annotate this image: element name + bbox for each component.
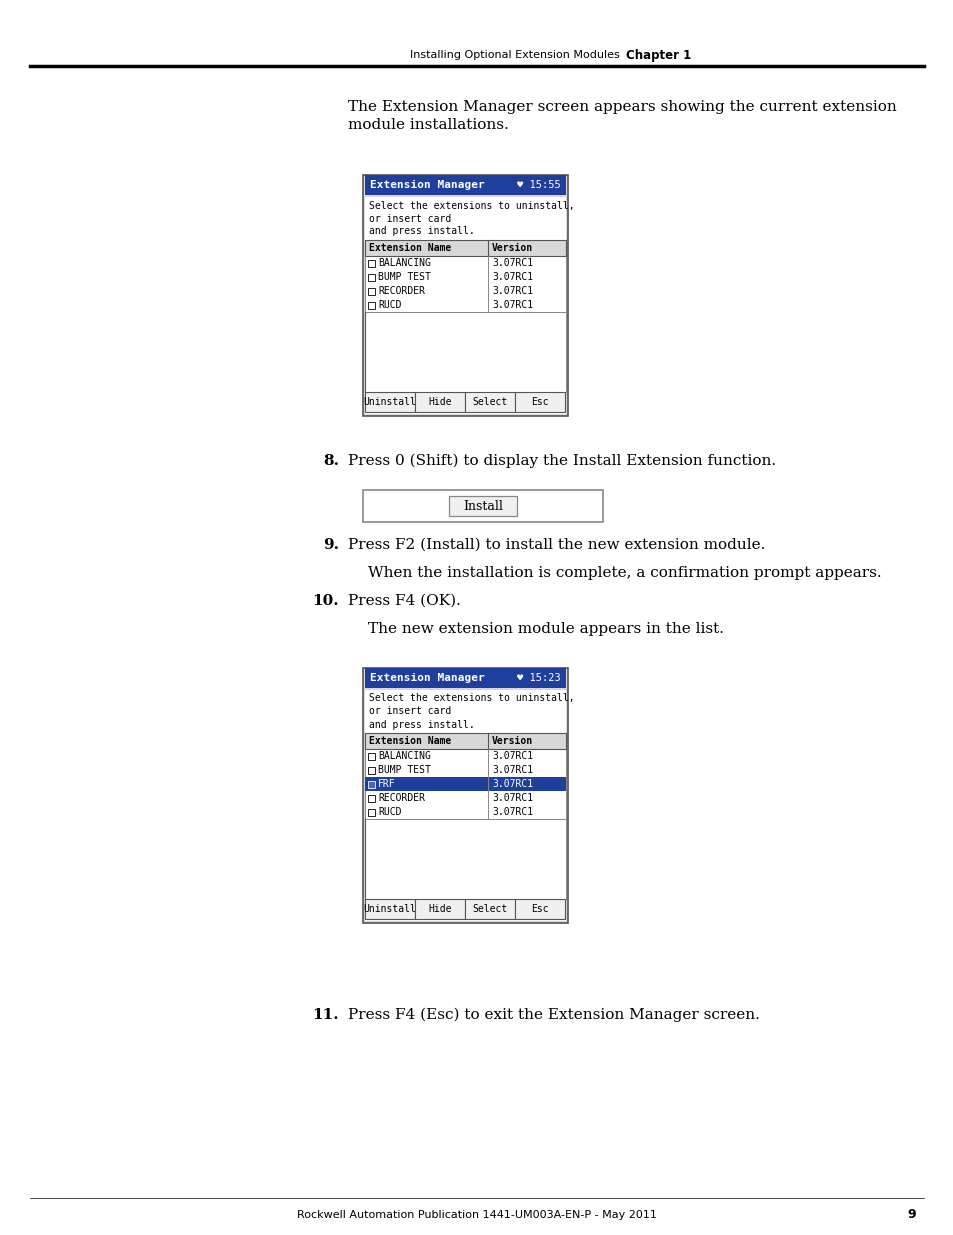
Text: 9.: 9. [323,538,338,552]
Text: Hide: Hide [428,904,452,914]
Bar [515,391,564,412]
Text: 3.07RC1: 3.07RC1 [492,300,533,310]
Text: 3.07RC1: 3.07RC1 [492,751,533,761]
Bar [368,794,375,802]
Text: Extension Name: Extension Name [369,243,451,253]
Bar [368,301,375,309]
Bar [368,767,375,773]
Text: ♥ 15:55: ♥ 15:55 [517,180,560,190]
Text: RUCD: RUCD [377,806,401,818]
Text: Uninstall: Uninstall [363,396,416,408]
Text: 11.: 11. [312,1008,338,1023]
Text: Extension Name: Extension Name [369,736,451,746]
Bar [365,256,565,312]
Bar [363,668,567,923]
Text: Select the extensions to uninstall,: Select the extensions to uninstall, [369,694,574,704]
Bar [368,781,375,788]
Text: 8.: 8. [323,454,338,468]
Text: The Extension Manager screen appears showing the current extension: The Extension Manager screen appears sho… [348,100,896,114]
Bar [368,259,375,267]
Bar [365,734,565,748]
Bar [368,288,375,294]
Bar [515,899,564,919]
Text: Esc: Esc [531,904,548,914]
Text: Version: Version [492,736,533,746]
Text: Chapter 1: Chapter 1 [625,48,691,62]
Bar [449,496,517,516]
Bar [368,273,375,280]
Text: and press install.: and press install. [369,226,475,236]
Text: 3.07RC1: 3.07RC1 [492,806,533,818]
Text: 3.07RC1: 3.07RC1 [492,779,533,789]
Bar [365,777,565,790]
Bar [365,748,565,819]
Text: module installations.: module installations. [348,119,508,132]
Bar [365,668,565,688]
Text: 3.07RC1: 3.07RC1 [492,287,533,296]
Text: and press install.: and press install. [369,720,475,730]
Text: Extension Manager: Extension Manager [370,180,484,190]
Text: or insert card: or insert card [369,214,451,224]
Text: RUCD: RUCD [377,300,401,310]
Bar [365,198,565,414]
Text: Press F4 (OK).: Press F4 (OK). [348,594,460,608]
Bar [365,240,565,256]
Text: BUMP TEST: BUMP TEST [377,272,431,282]
Text: Select: Select [472,904,507,914]
Bar [368,809,375,815]
Text: Extension Manager: Extension Manager [370,673,484,683]
Bar [464,899,515,919]
Bar [368,752,375,760]
Text: When the installation is complete, a confirmation prompt appears.: When the installation is complete, a con… [368,566,881,580]
Bar [363,490,602,522]
Text: BALANCING: BALANCING [377,258,431,268]
Text: 3.07RC1: 3.07RC1 [492,793,533,803]
Text: Hide: Hide [428,396,452,408]
Text: Esc: Esc [531,396,548,408]
Bar [363,175,567,416]
Text: or insert card: or insert card [369,706,451,716]
Text: BALANCING: BALANCING [377,751,431,761]
Text: ♥ 15:23: ♥ 15:23 [517,673,560,683]
Text: RECORDER: RECORDER [377,287,424,296]
Bar [365,175,565,195]
Text: RECORDER: RECORDER [377,793,424,803]
Text: Select the extensions to uninstall,: Select the extensions to uninstall, [369,200,574,210]
Bar [365,819,565,899]
Text: The new extension module appears in the list.: The new extension module appears in the … [368,622,723,636]
Text: Press 0 (Shift) to display the Install Extension function.: Press 0 (Shift) to display the Install E… [348,454,776,468]
Text: 9: 9 [906,1209,915,1221]
Text: Installing Optional Extension Modules: Installing Optional Extension Modules [410,49,619,61]
Text: Install: Install [462,499,502,513]
Bar [365,391,415,412]
Bar [415,899,464,919]
Text: 3.07RC1: 3.07RC1 [492,764,533,776]
Text: 3.07RC1: 3.07RC1 [492,258,533,268]
Bar [365,312,565,391]
Text: Version: Version [492,243,533,253]
Text: FRF: FRF [377,779,395,789]
Bar [365,690,565,921]
Text: 3.07RC1: 3.07RC1 [492,272,533,282]
Text: Uninstall: Uninstall [363,904,416,914]
Text: Press F4 (Esc) to exit the Extension Manager screen.: Press F4 (Esc) to exit the Extension Man… [348,1008,760,1023]
Text: Select: Select [472,396,507,408]
Bar [464,391,515,412]
Text: Press F2 (Install) to install the new extension module.: Press F2 (Install) to install the new ex… [348,538,764,552]
Text: BUMP TEST: BUMP TEST [377,764,431,776]
Bar [415,391,464,412]
Text: 10.: 10. [312,594,338,608]
Bar [365,899,415,919]
Text: Rockwell Automation Publication 1441-UM003A-EN-P - May 2011: Rockwell Automation Publication 1441-UM0… [296,1210,657,1220]
